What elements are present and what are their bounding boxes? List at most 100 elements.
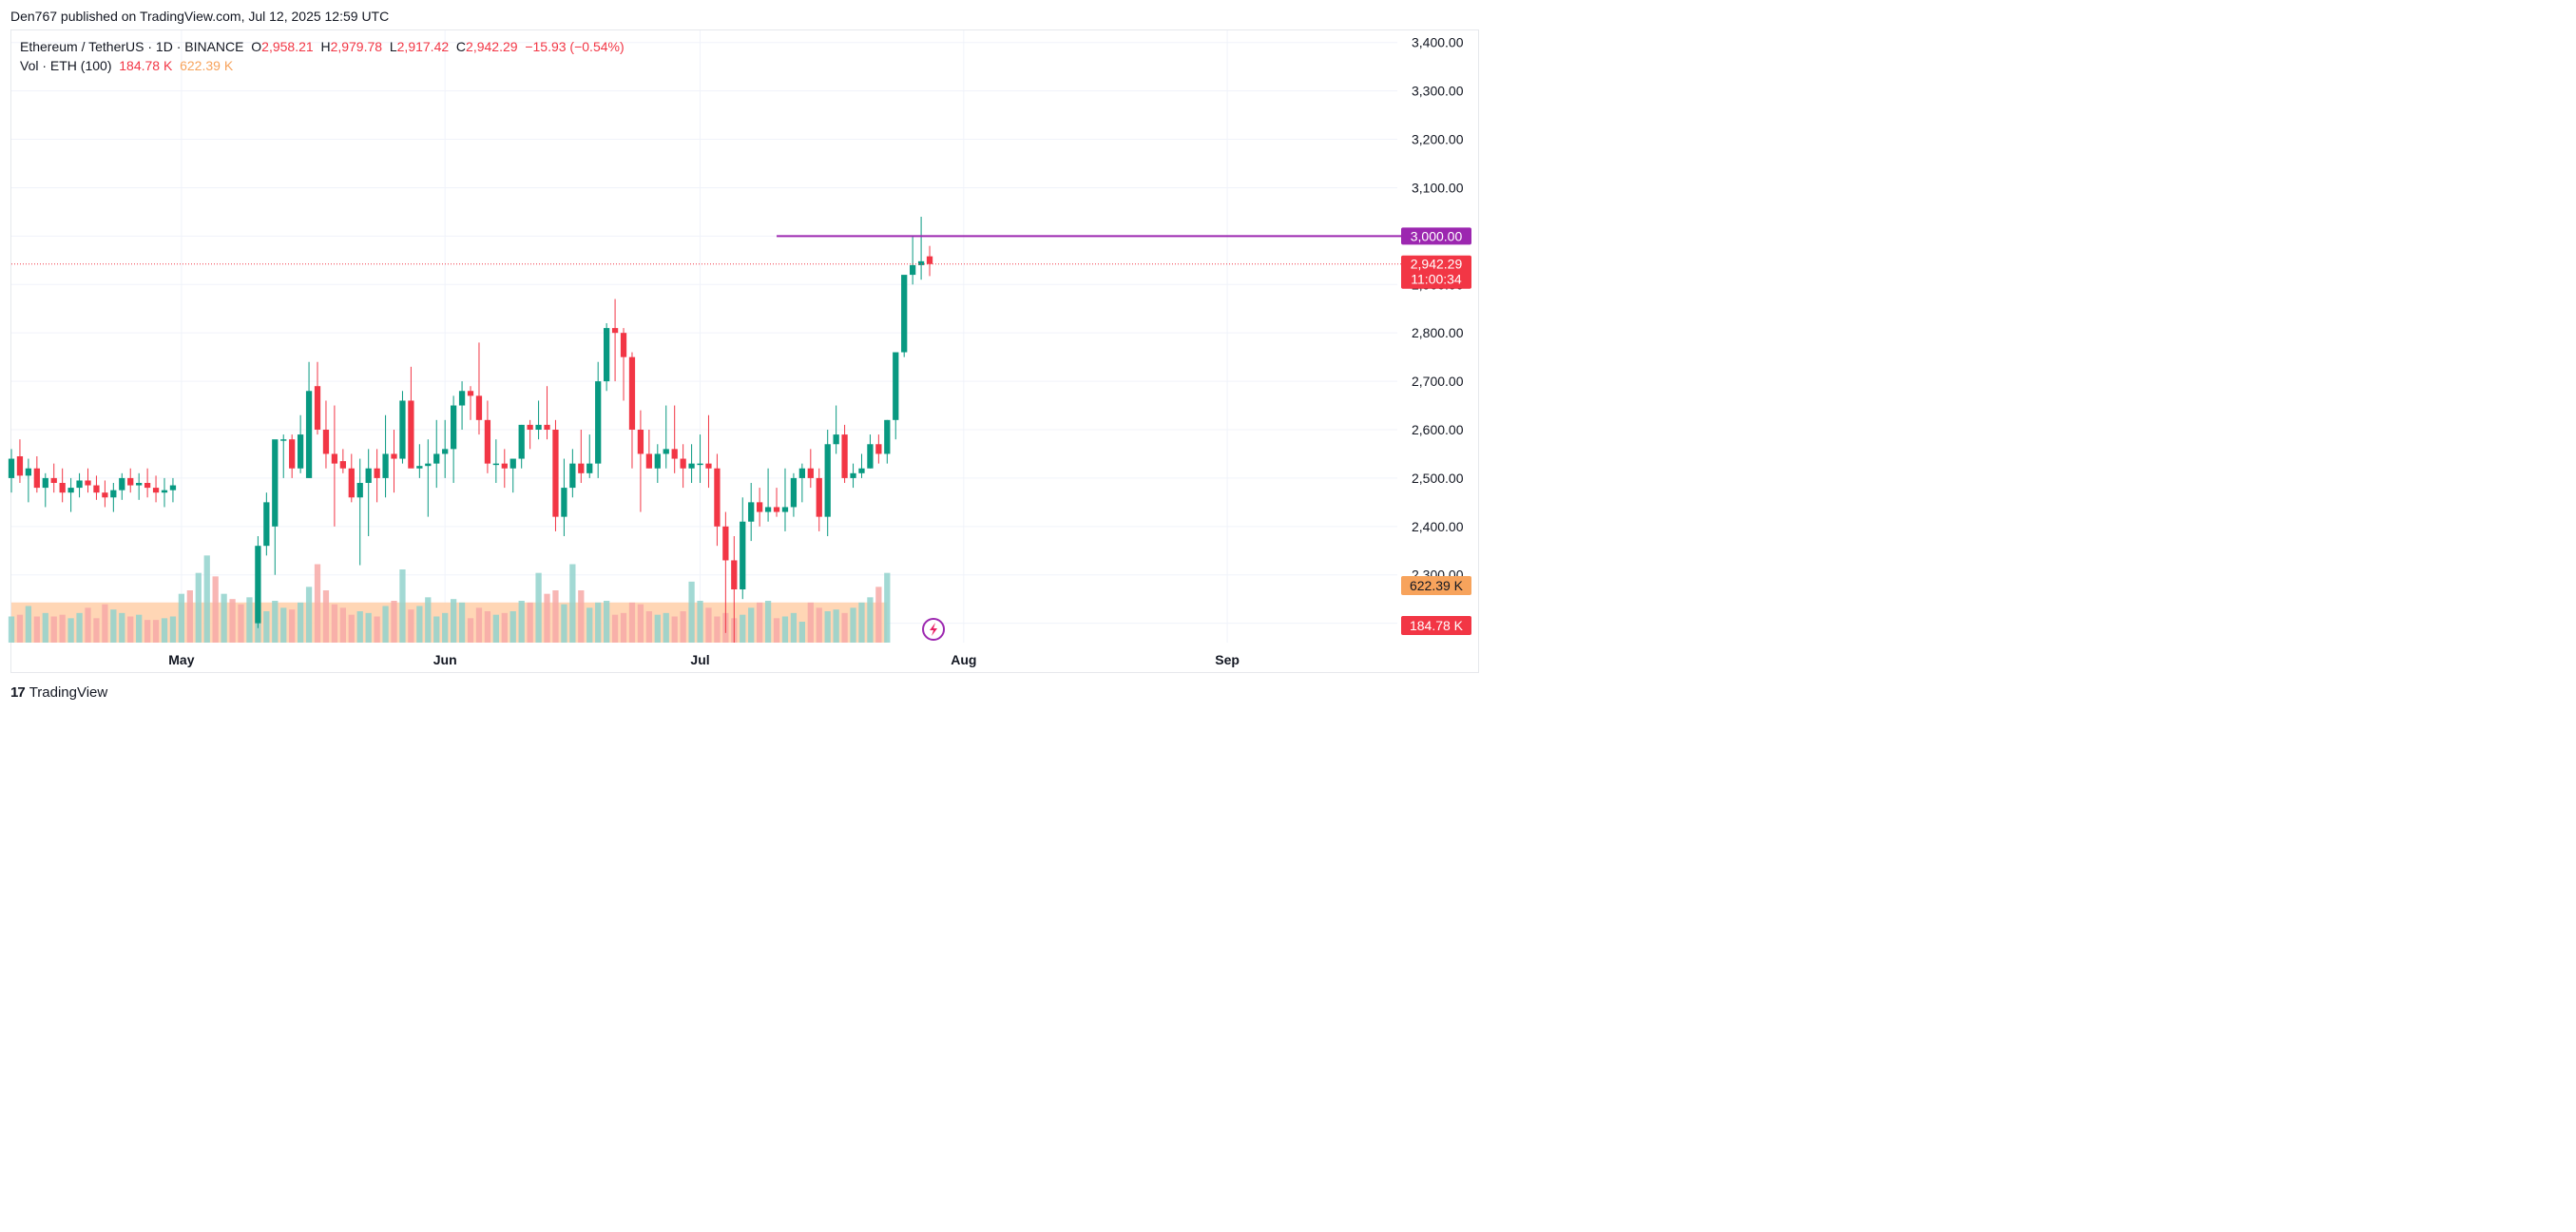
legend-high-label: H	[320, 39, 331, 54]
last-price-label: 2,942.29	[1411, 257, 1463, 272]
volume-bar	[458, 602, 466, 643]
volume-bar	[858, 602, 865, 643]
candle-body	[561, 488, 567, 517]
candle-body	[535, 424, 542, 430]
candle-body	[884, 419, 891, 454]
volume-bar	[93, 618, 100, 643]
volume-bar	[442, 612, 449, 643]
candle-body	[119, 477, 125, 491]
volume-bar	[824, 611, 831, 643]
candle-body	[790, 477, 798, 508]
volume-bar	[195, 572, 202, 643]
candle-body	[910, 264, 916, 276]
volume-bar	[297, 602, 304, 643]
y-axis-label: 3,200.00	[1412, 132, 1464, 147]
candle-body	[322, 430, 330, 454]
legend-symbol[interactable]: Ethereum / TetherUS · 1D · BINANCE	[20, 39, 244, 54]
volume-bar	[714, 616, 721, 643]
candle-body	[25, 468, 32, 476]
candle-body	[297, 434, 304, 469]
volume-bar	[348, 614, 355, 643]
volume-bar	[161, 618, 168, 643]
candle-body	[595, 381, 602, 464]
candle-body	[764, 507, 772, 512]
countdown-label: 11:00:34	[1411, 272, 1462, 287]
candle-body	[501, 463, 508, 469]
candle-body	[374, 468, 380, 478]
x-axis-label: Aug	[951, 652, 976, 667]
volume-bar	[552, 590, 559, 643]
volume-bar	[169, 616, 177, 643]
volume-bar	[781, 616, 789, 643]
volume-bar	[221, 593, 227, 643]
candle-body	[67, 488, 74, 493]
legend-low-value: 2,917.42	[396, 39, 450, 54]
chart-canvas[interactable]: MayJunJulAugSep2,200.002,300.002,400.002…	[0, 0, 1490, 711]
flash-icon[interactable]	[922, 618, 946, 641]
tradingview-logo-icon: 17	[10, 684, 26, 701]
y-axis-label: 2,800.00	[1412, 325, 1464, 340]
candle-body	[408, 400, 414, 469]
level-label: 3,000.00	[1411, 228, 1463, 243]
candle-body	[663, 449, 669, 454]
volume-bar	[119, 612, 125, 643]
volume-bar	[127, 616, 134, 643]
volume-bar	[50, 616, 57, 643]
candle-body	[339, 461, 346, 469]
candle-body	[42, 477, 48, 489]
candle-body	[850, 472, 856, 478]
candle-body	[442, 449, 449, 454]
candle-body	[416, 466, 423, 469]
candle-body	[110, 490, 117, 498]
candle-body	[654, 453, 661, 469]
volume-bar	[305, 587, 313, 643]
y-axis-label: 3,100.00	[1412, 180, 1464, 195]
candle-body	[365, 468, 372, 483]
legend-close-label: C	[455, 39, 467, 54]
volume-bar	[152, 620, 160, 643]
volume-ma-area	[11, 602, 888, 643]
volume-bar	[238, 604, 244, 643]
volume-bar	[331, 604, 338, 643]
candle-body	[425, 463, 432, 467]
candle-body	[16, 456, 24, 476]
candle-body	[569, 463, 576, 489]
volume-bar	[680, 611, 686, 643]
candle-body	[272, 439, 279, 527]
volume-bar	[76, 612, 83, 643]
volume-bar	[518, 601, 525, 643]
candle-body	[382, 453, 389, 478]
candle-body	[314, 386, 321, 430]
volume-bar	[748, 607, 755, 643]
candle-body	[620, 333, 627, 357]
volume-bar	[408, 609, 414, 643]
candle-body	[305, 391, 313, 478]
chart-legend-ohlc: Ethereum / TetherUS · 1D · BINANCE O2,95…	[20, 39, 625, 54]
candle-body	[867, 444, 874, 469]
volume-bar	[382, 606, 389, 643]
candle-body	[50, 477, 57, 483]
volume-bar	[356, 611, 363, 643]
legend-high-value: 2,979.78	[330, 39, 383, 54]
x-axis-label: Jun	[433, 652, 457, 667]
candle-body	[578, 463, 585, 473]
volume-bar	[620, 612, 627, 643]
candle-body	[263, 502, 270, 547]
legend-open-label: O	[251, 39, 262, 54]
legend-volume-label[interactable]: Vol · ETH (100)	[20, 58, 112, 73]
tradingview-logo[interactable]: 17 TradingView	[10, 684, 107, 701]
candle-body	[492, 463, 499, 466]
y-axis-label: 3,300.00	[1412, 84, 1464, 99]
volume-bar	[110, 609, 117, 643]
candle-body	[714, 468, 721, 527]
candle-body	[901, 275, 908, 353]
volume-bar	[561, 604, 567, 643]
candle-body	[544, 424, 550, 430]
volume-bar	[16, 614, 24, 643]
volume-bar	[289, 609, 296, 643]
candle-body	[331, 453, 338, 464]
candle-body	[731, 560, 738, 589]
volume-bar	[186, 590, 193, 643]
volume-bar	[475, 607, 483, 643]
volume-bar	[578, 590, 585, 643]
